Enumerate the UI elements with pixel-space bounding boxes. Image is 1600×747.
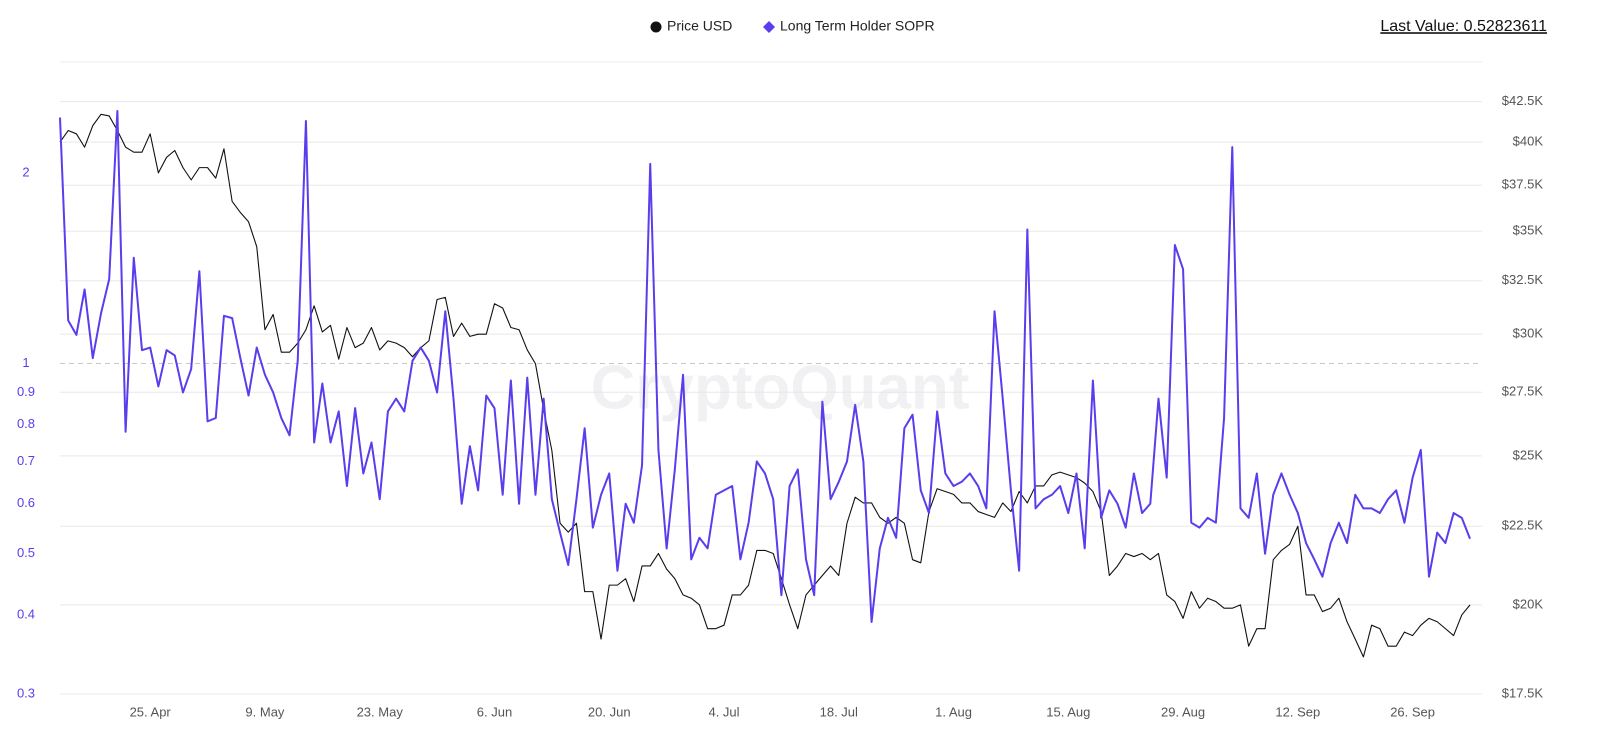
y-tick-label: 0.7 — [17, 453, 35, 468]
y-tick-label: 0.9 — [17, 384, 35, 399]
legend-marker[interactable] — [650, 21, 662, 33]
y-tick-label: 0.4 — [17, 606, 35, 621]
last-value[interactable]: Last Value: 0.52823611 — [1380, 18, 1547, 35]
y-tick-label: 0.6 — [17, 495, 35, 510]
legend-marker[interactable] — [763, 21, 775, 33]
y-tick-label: 0.5 — [17, 545, 35, 560]
x-tick-label: 25. Apr — [130, 704, 172, 719]
x-tick-label: 12. Sep — [1275, 704, 1320, 719]
x-tick-label: 26. Sep — [1390, 704, 1435, 719]
x-tick-label: 20. Jun — [588, 704, 631, 719]
y2-tick-label: $32.5K — [1502, 272, 1544, 287]
x-tick-label: 23. May — [357, 704, 404, 719]
y2-tick-label: $17.5K — [1502, 685, 1544, 700]
y2-tick-label: $35K — [1513, 223, 1544, 238]
y2-tick-label: $30K — [1513, 326, 1544, 341]
y-tick-label: 0.3 — [17, 685, 35, 700]
legend-label[interactable]: Price USD — [667, 18, 732, 34]
y2-tick-label: $37.5K — [1502, 177, 1544, 192]
x-tick-label: 4. Jul — [708, 704, 739, 719]
x-tick-label: 1. Aug — [935, 704, 972, 719]
x-tick-label: 29. Aug — [1161, 704, 1205, 719]
y-tick-label: 1 — [22, 355, 29, 370]
x-tick-label: 18. Jul — [820, 704, 858, 719]
y2-tick-label: $27.5K — [1502, 384, 1544, 399]
x-tick-label: 15. Aug — [1046, 704, 1090, 719]
x-tick-label: 9. May — [245, 704, 285, 719]
y2-tick-label: $22.5K — [1502, 518, 1544, 533]
legend-label[interactable]: Long Term Holder SOPR — [780, 18, 935, 34]
x-tick-label: 6. Jun — [477, 704, 512, 719]
y2-tick-label: $40K — [1513, 134, 1544, 149]
y2-tick-label: $20K — [1513, 596, 1544, 611]
y2-tick-label: $25K — [1513, 447, 1544, 462]
series-line — [59, 113, 1471, 658]
y2-tick-label: $42.5K — [1502, 93, 1544, 108]
y-tick-label: 0.8 — [17, 416, 35, 431]
series-line — [59, 109, 1471, 623]
watermark: CryptoQuant — [591, 353, 970, 422]
y-tick-label: 2 — [22, 165, 29, 180]
